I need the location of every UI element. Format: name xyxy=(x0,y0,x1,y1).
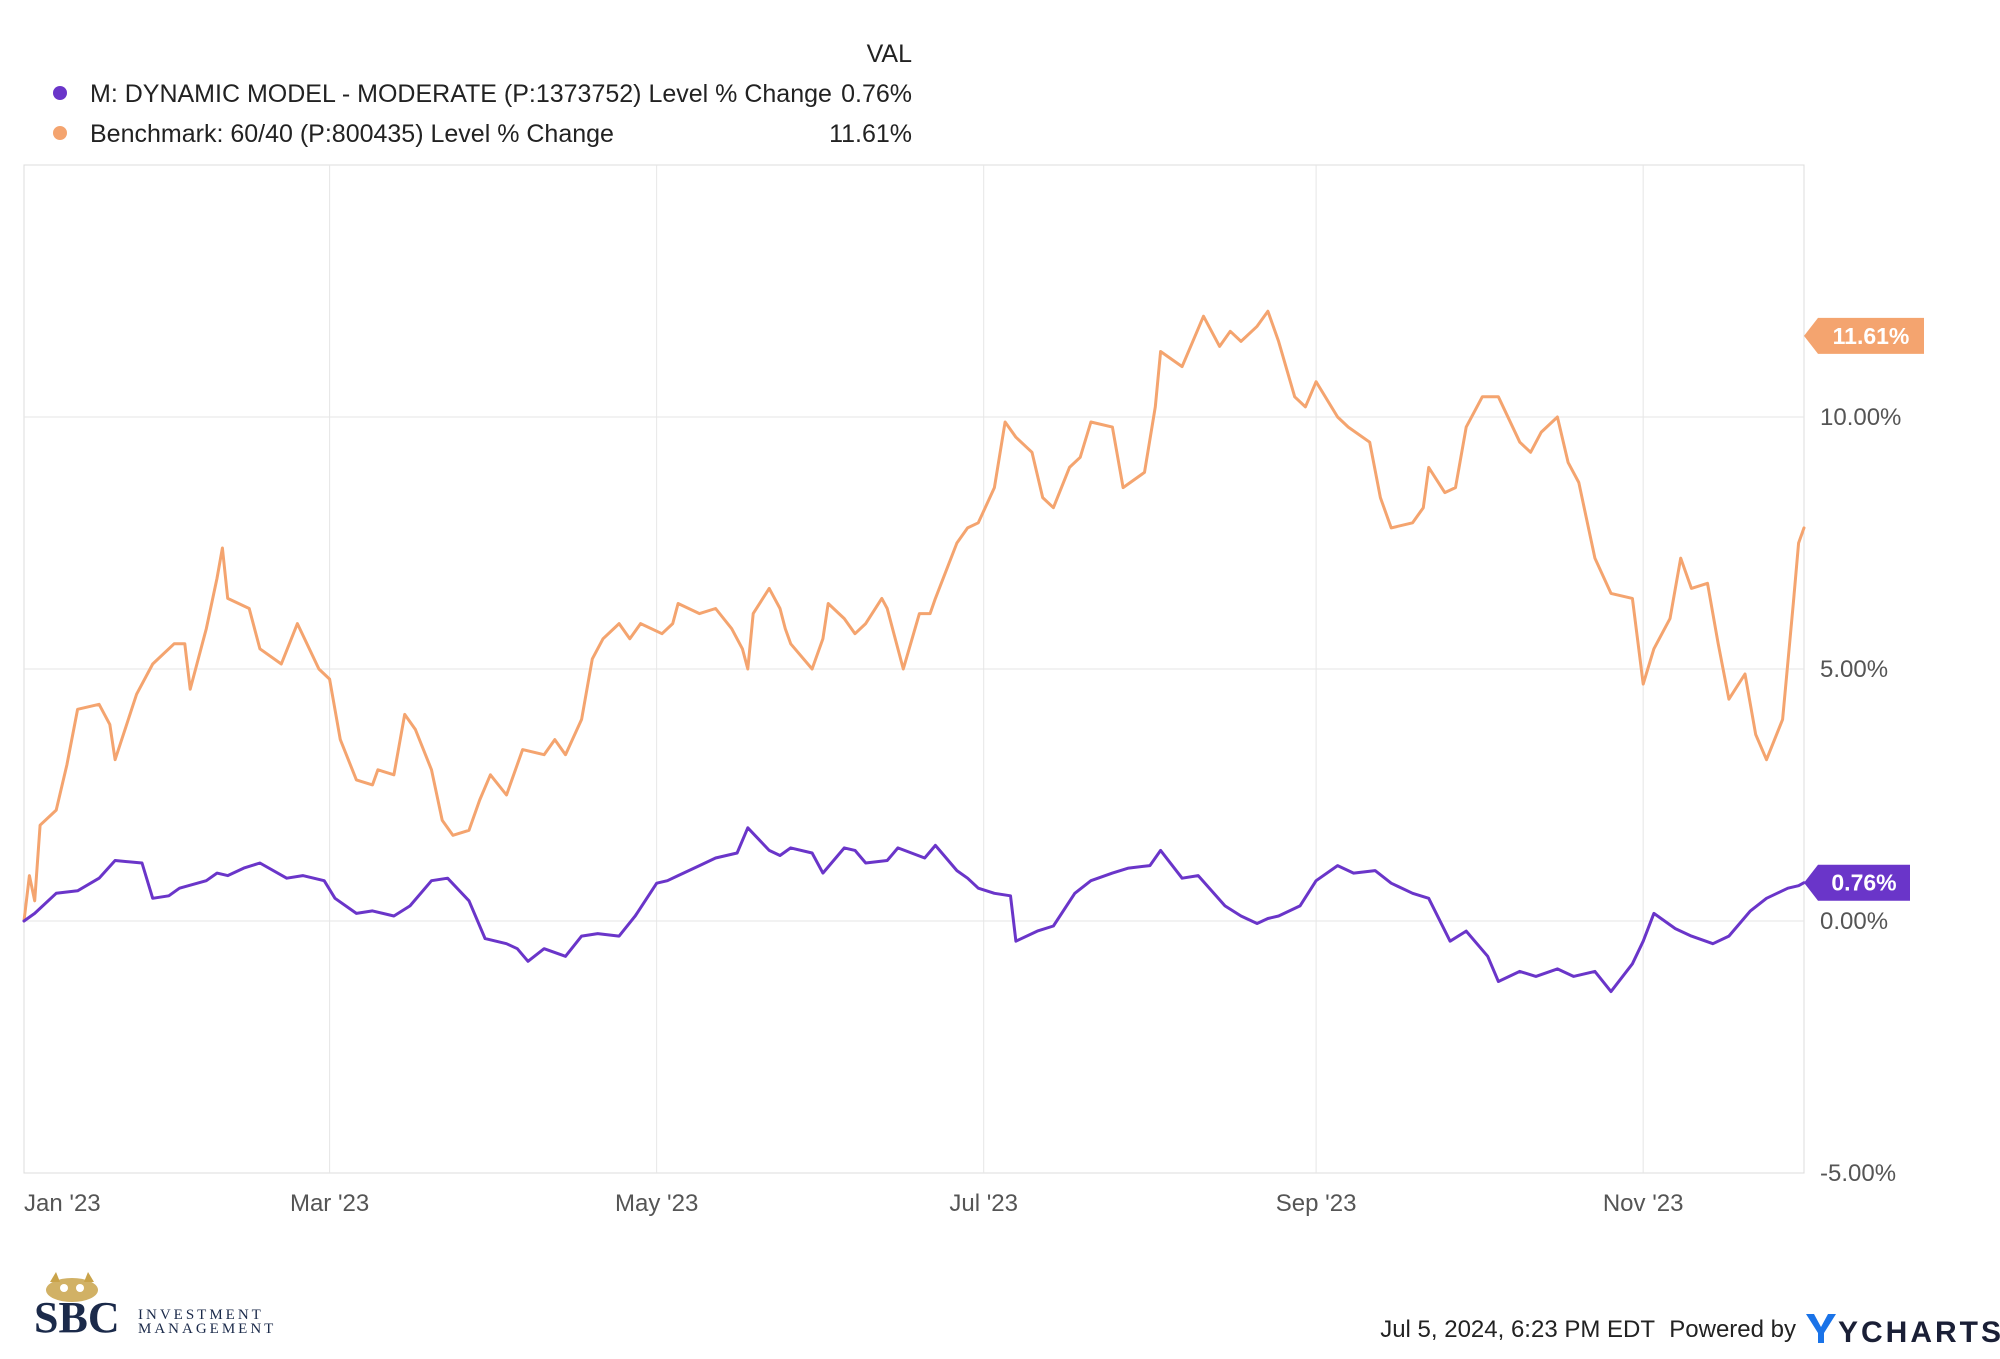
last-value-flag-2: 11.61% xyxy=(1804,317,1924,354)
y-tick-label: 10.00% xyxy=(1820,404,1901,431)
footer-timestamp: Jul 5, 2024, 6:23 PM EDT xyxy=(1380,1316,1655,1343)
plot-area: Jan '23 Mar '23 May '23 Jul '23 Sep '23 Nov '… xyxy=(22,164,1924,1217)
legend-value-header: VAL xyxy=(867,40,912,68)
logo-brand-text: SBC xyxy=(34,1293,120,1342)
footer-timestamp-and-powered: Jul 5, 2024, 6:23 PM EDT Powered by xyxy=(1380,1316,1796,1343)
owl-icon xyxy=(46,1272,98,1302)
last-value-flags: 11.61% 0.76% xyxy=(1804,317,1924,901)
last-value-flag-label: 0.76% xyxy=(1831,870,1896,896)
logo-line1: INVESTMENT xyxy=(138,1307,264,1323)
ycharts-brand-text: YCHARTS xyxy=(1838,1316,2000,1349)
last-value-flag-shape xyxy=(1804,317,1924,354)
x-tick-label: Sep '23 xyxy=(1276,1190,1357,1217)
legend-marker-series-2 xyxy=(53,126,67,140)
y-tick-label: 5.00% xyxy=(1820,656,1888,683)
x-tick-label: Nov '23 xyxy=(1603,1190,1684,1217)
series-lines xyxy=(22,309,1806,994)
x-tick-label: Jan '23 xyxy=(24,1190,101,1217)
legend-value-series-2: 11.61% xyxy=(829,120,912,148)
series-line-2 xyxy=(22,309,1806,923)
ycharts-y-icon xyxy=(1806,1314,1836,1343)
logo-brand: SBC xyxy=(34,1293,120,1342)
legend: VAL M: DYNAMIC MODEL - MODERATE (P:13737… xyxy=(53,40,912,148)
logo-line2: MANAGEMENT xyxy=(138,1321,276,1337)
series-line-1 xyxy=(22,826,1806,994)
x-axis-tick-labels: Jan '23 Mar '23 May '23 Jul '23 Sep '23 Nov '… xyxy=(24,1190,1683,1217)
y-axis-tick-labels: 10.00% 5.00% 0.00% -5.00% xyxy=(1820,404,1901,1187)
y-tick-label: -5.00% xyxy=(1820,1160,1896,1187)
footer-powered-by: Powered by xyxy=(1669,1316,1796,1343)
legend-marker-series-1 xyxy=(53,86,67,100)
footer: Jul 5, 2024, 6:23 PM EDT Powered by YCHA… xyxy=(1380,1314,2000,1349)
horizontal-gridlines xyxy=(24,416,1804,922)
legend-value-series-1: 0.76% xyxy=(841,80,912,108)
x-tick-label: Jul '23 xyxy=(949,1190,1018,1217)
last-value-flag-shape xyxy=(1804,864,1910,901)
legend-label-series-2: Benchmark: 60/40 (P:800435) Level % Chan… xyxy=(90,120,614,148)
x-tick-label: Mar '23 xyxy=(290,1190,369,1217)
x-tick-label: May '23 xyxy=(615,1190,698,1217)
last-value-flag-1: 0.76% xyxy=(1804,864,1910,901)
last-value-flag-label: 11.61% xyxy=(1833,323,1910,349)
sbc-investment-management-logo: SBC INVESTMENT MANAGEMENT xyxy=(34,1272,276,1342)
y-tick-label: 0.00% xyxy=(1820,908,1888,935)
legend-label-series-1: M: DYNAMIC MODEL - MODERATE (P:1373752) … xyxy=(90,80,832,108)
